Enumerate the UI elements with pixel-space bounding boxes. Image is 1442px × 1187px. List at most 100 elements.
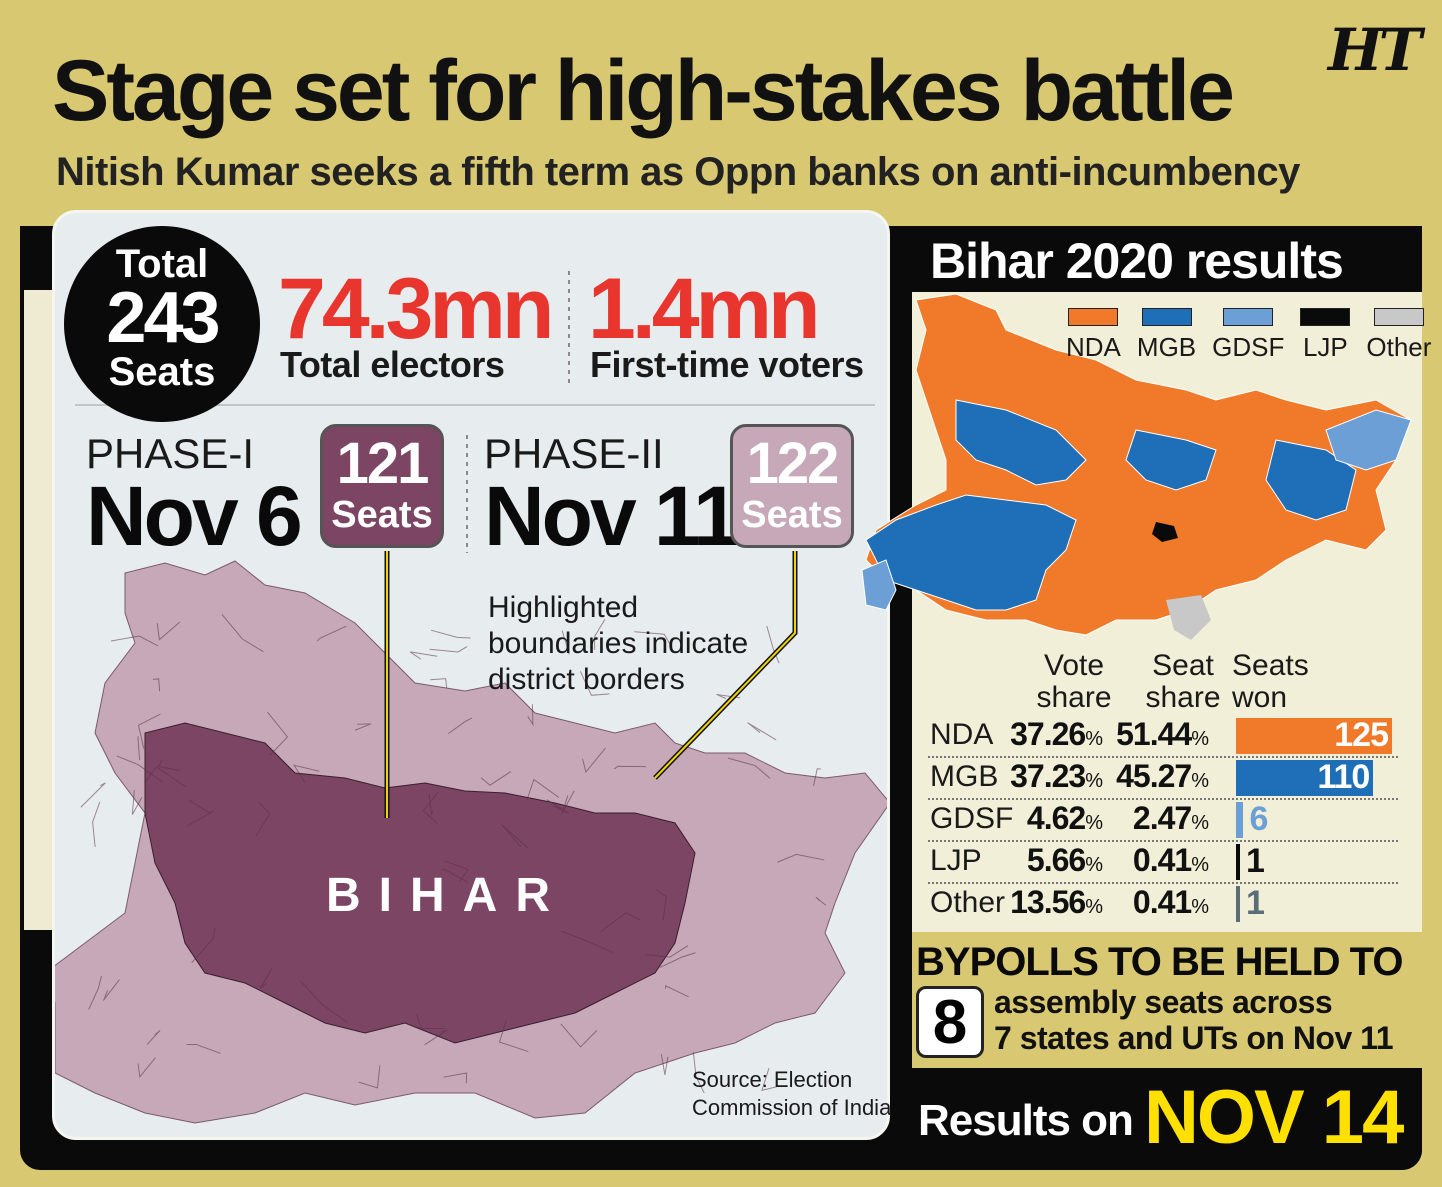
legend-swatch [1300, 308, 1351, 326]
seat-share-value: 51.44% [1116, 716, 1209, 752]
boundary-line [498, 1020, 529, 1053]
legend-swatch [1068, 308, 1119, 326]
boundary-line [441, 868, 468, 883]
boundary-line [188, 799, 211, 815]
boundary-line [582, 747, 607, 774]
results-day-date: NOV 14 [1144, 1075, 1404, 1160]
party-label: MGB [930, 760, 999, 793]
gdsf-region [861, 559, 897, 611]
legend-item-nda: NDA [1066, 308, 1121, 363]
seats-bar [1236, 760, 1374, 796]
boundary-line [526, 778, 560, 801]
party-label: GDSF [930, 802, 1014, 835]
boundary-line [422, 791, 439, 825]
boundary-line [110, 635, 159, 647]
seats-label: Seats [108, 350, 216, 394]
vote-share-header: Vote share [1022, 650, 1126, 714]
boundary-line [152, 678, 161, 692]
phase1-region [144, 722, 696, 1044]
boundary-line [561, 790, 575, 814]
boundary-line [813, 768, 821, 786]
boundary-line [561, 630, 570, 655]
boundary-line [186, 1043, 221, 1054]
phase2-seats: 122 [746, 431, 840, 496]
vote-share-value: 4.62% [1026, 800, 1103, 836]
row-separator [928, 798, 1398, 800]
legend-item-mgb: MGB [1137, 308, 1196, 363]
boundary-line [409, 651, 438, 660]
boundary-line [727, 757, 771, 779]
boundary-line [156, 621, 181, 641]
page-subtitle: Nitish Kumar seeks a fifth term as Oppn … [56, 150, 1300, 194]
first-time-label: First-time voters [590, 344, 864, 385]
boundary-line [137, 736, 141, 761]
bypoll-box [912, 932, 1422, 1068]
phase2-label: PHASE-II [484, 430, 664, 477]
phase1-seats: 121 [336, 431, 430, 496]
header-line: share [1145, 681, 1221, 714]
header-line: won [1232, 681, 1288, 714]
boundary-line [221, 614, 264, 653]
ht-logo: HT [1328, 16, 1422, 84]
boundary-line [480, 771, 512, 786]
legend-swatch [1223, 308, 1274, 326]
boundary-line [316, 625, 347, 642]
boundary-line [300, 980, 348, 1023]
boundary-line [416, 1014, 445, 1030]
seats-won-value: 110 [1317, 758, 1370, 796]
legend-swatch [1141, 308, 1192, 326]
boundary-line [594, 619, 606, 650]
seats-won-header: Seats won [1232, 649, 1309, 714]
seat-share-value: 0.41% [1132, 842, 1209, 878]
boundary-line [501, 824, 529, 849]
mgb-region [865, 494, 1077, 611]
bihar-2020-map [861, 293, 1412, 640]
phase1-seats-label: Seats [331, 494, 433, 536]
boundary-line [92, 801, 101, 847]
page-title: Stage set for high-stakes battle [52, 43, 1235, 139]
results-row-ljp: LJP 5.66% 0.41% 1 [928, 842, 1398, 882]
results-row-other: Other 13.56% 0.41% 1 [928, 884, 1398, 924]
legend-label: GDSF [1212, 332, 1285, 362]
first-time-value: 1.4mn [588, 261, 821, 357]
boundary-line [527, 704, 534, 727]
party-label: Other [930, 886, 1006, 919]
legend-label: NDA [1066, 332, 1121, 362]
results-row-gdsf: GDSF 4.62% 2.47% 6 [928, 800, 1398, 840]
party-label: NDA [930, 718, 994, 751]
constituency-boundaries [80, 614, 827, 1094]
seat-share-value: 2.47% [1132, 800, 1209, 836]
boundary-line [448, 717, 473, 735]
results-table: NDA 37.26% 51.44% 125 MGB 37.23% 45.27% 110 GDSF… [928, 716, 1398, 924]
boundary-line [634, 631, 671, 646]
map-legend: NDA MGB GDSF LJP Other [1066, 308, 1431, 363]
boundary-line [157, 759, 186, 788]
boundary-line [293, 764, 320, 783]
electors-value: 74.3mn [278, 261, 554, 357]
seat-share-header: Seat share [1136, 650, 1230, 714]
phase2-date: Nov 11 [484, 469, 740, 563]
row-separator [928, 756, 1398, 758]
boundary-line [747, 722, 777, 741]
total-seats-value: 243 [106, 278, 220, 358]
legend-item-gdsf: GDSF [1212, 308, 1284, 363]
phase1-date: Nov 6 [86, 469, 303, 563]
mgb-region [1125, 429, 1217, 491]
header-line: Seats [1232, 649, 1309, 682]
boundary-line [815, 896, 827, 906]
boundary-line [430, 629, 471, 639]
boundary-line [259, 967, 273, 989]
boundary-line [102, 979, 120, 1001]
boundary-line [613, 765, 646, 770]
mgb-region [1265, 439, 1357, 521]
bypoll-line-2: 7 states and UTs on Nov 11 [994, 1020, 1393, 1056]
gdsf-region [1325, 409, 1412, 471]
bypoll-title: BYPOLLS TO BE HELD TO [916, 940, 1403, 984]
phase2-seats-box: 122 Seats [730, 424, 854, 548]
legend-label: MGB [1136, 332, 1197, 362]
bihar-phase-map [55, 271, 887, 1124]
boundary-line [560, 1023, 598, 1048]
boundary-line [655, 889, 667, 921]
boundary-line [424, 1029, 448, 1046]
boundary-line [429, 646, 468, 653]
